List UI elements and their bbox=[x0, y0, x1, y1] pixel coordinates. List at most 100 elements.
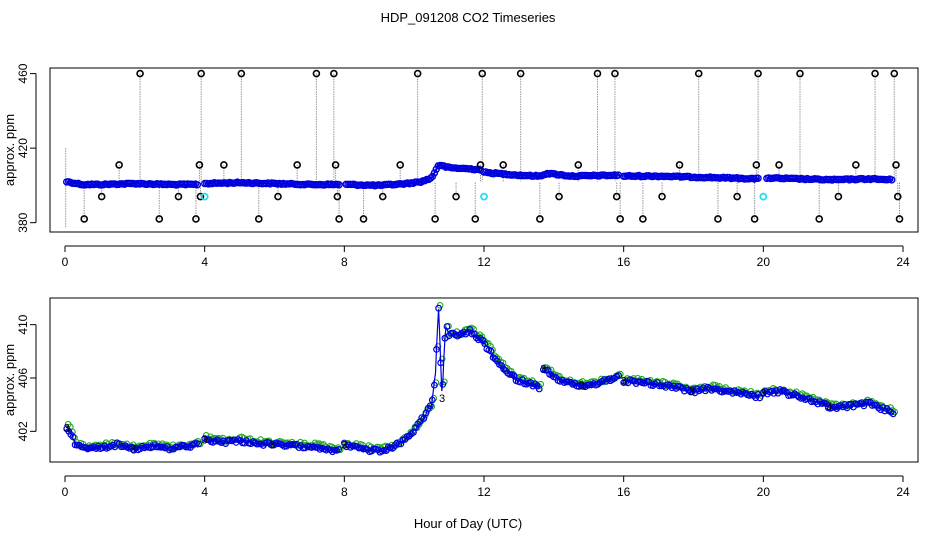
bottom-data-point bbox=[182, 443, 190, 451]
top-flagged-point bbox=[192, 215, 200, 223]
bottom-data-point bbox=[535, 385, 543, 393]
bottom-panel-axes: 0 4 8 12 16 20 24 402 406 410 bbox=[16, 314, 910, 499]
top-flagged-point bbox=[675, 161, 684, 169]
top-flagged-point bbox=[452, 192, 460, 201]
bottom-data-point bbox=[479, 336, 487, 344]
bottom-data-point bbox=[405, 432, 413, 440]
bottom-data-point bbox=[527, 379, 535, 386]
bottom-panel-data: 3 3 3 3 3 3 3 3 3 3 3 3 bbox=[63, 302, 899, 456]
bottom-y-tick-label: 402 bbox=[16, 421, 30, 441]
top-flagged-point bbox=[476, 161, 485, 169]
bottom-data-point bbox=[843, 404, 851, 412]
top-flagged-point bbox=[892, 161, 900, 169]
bottom-data-point bbox=[733, 389, 741, 397]
top-flagged-point bbox=[516, 69, 525, 78]
top-flagged-point bbox=[197, 69, 205, 78]
top-panel-data bbox=[62, 69, 904, 229]
top-flagged-point bbox=[330, 69, 338, 78]
top-flagged-point bbox=[115, 161, 123, 169]
bottom-data-point bbox=[812, 398, 820, 406]
top-x-tick-label: 0 bbox=[62, 255, 69, 269]
top-panel: 0 4 8 12 16 20 24 380 420 460 approx. ppm bbox=[2, 63, 919, 269]
bottom-marker-3: 3 bbox=[439, 393, 445, 405]
top-flagged-point bbox=[478, 69, 487, 78]
top-flagged-point bbox=[895, 215, 904, 223]
top-flagged-point bbox=[136, 69, 144, 78]
top-flagged-point bbox=[80, 215, 89, 223]
bottom-data-point bbox=[816, 398, 824, 406]
bottom-data-point bbox=[567, 378, 574, 386]
top-flagged-point bbox=[237, 69, 246, 78]
bottom-data-point bbox=[602, 377, 610, 385]
top-data-point bbox=[426, 174, 435, 182]
bottom-x-tick-label: 20 bbox=[757, 485, 771, 499]
bottom-series-line bbox=[343, 309, 540, 455]
top-flagged-point bbox=[155, 215, 164, 223]
bottom-data-point bbox=[335, 446, 343, 453]
bottom-x-tick-label: 12 bbox=[477, 485, 491, 499]
bottom-marker-3: 3 bbox=[269, 439, 275, 451]
top-x-tick-label: 20 bbox=[757, 255, 771, 269]
top-x-tick-label: 24 bbox=[896, 255, 910, 269]
top-flagged-point bbox=[658, 192, 666, 201]
top-x-tick-label: 12 bbox=[477, 255, 491, 269]
top-flagged-point bbox=[195, 161, 204, 169]
bottom-data-point bbox=[862, 398, 870, 406]
top-data-point bbox=[417, 178, 425, 187]
top-y-tick-label: 460 bbox=[16, 63, 30, 83]
bottom-marker-3: 3 bbox=[202, 434, 208, 446]
bottom-data-point bbox=[73, 441, 81, 449]
bottom-data-point bbox=[435, 304, 443, 312]
top-flagged-point bbox=[333, 192, 342, 201]
bottom-marker-3: 3 bbox=[760, 388, 766, 400]
top-flagged-point bbox=[815, 215, 824, 223]
bottom-panel-ylabel: approx. ppm bbox=[2, 344, 17, 416]
bottom-panel: 3 3 3 3 3 3 3 3 3 3 3 3 0 4 8 12 16 20 24 402 406 410 approx… bbox=[2, 297, 919, 499]
top-flagged-point bbox=[639, 215, 647, 223]
top-x-tick-label: 8 bbox=[341, 255, 348, 269]
bottom-data-point bbox=[487, 347, 495, 355]
top-flagged-point bbox=[834, 192, 843, 201]
bottom-series-blue: 3 3 3 3 3 3 3 3 3 3 3 3 bbox=[63, 304, 897, 456]
top-flagged-point bbox=[574, 161, 583, 169]
bottom-marker-3: 3 bbox=[621, 376, 627, 388]
bottom-data-point bbox=[658, 382, 665, 390]
bottom-data-point bbox=[756, 394, 764, 402]
bottom-data-point bbox=[460, 328, 468, 336]
bottom-data-point bbox=[668, 384, 676, 392]
bottom-data-point bbox=[437, 359, 445, 367]
top-flagged-point bbox=[196, 192, 205, 201]
top-flagged-point bbox=[714, 215, 722, 223]
bottom-data-point bbox=[364, 446, 371, 454]
top-flagged-point bbox=[871, 69, 879, 78]
top-data-point bbox=[888, 176, 896, 184]
bottom-data-point bbox=[841, 401, 849, 408]
bottom-data-point bbox=[255, 440, 263, 448]
bottom-marker-3: 3 bbox=[64, 422, 70, 434]
bottom-data-point bbox=[433, 346, 440, 353]
bottom-data-point bbox=[274, 440, 282, 448]
bottom-y-tick-label: 406 bbox=[16, 368, 30, 388]
top-flagged-point bbox=[220, 161, 228, 169]
top-flagged-point bbox=[536, 215, 544, 223]
top-flagged-point bbox=[331, 161, 340, 169]
figure-title: HDP_091208 CO2 Timeseries bbox=[381, 10, 556, 25]
top-spike-lines bbox=[65, 73, 901, 229]
bottom-data-point bbox=[531, 380, 539, 388]
bottom-data-point bbox=[428, 396, 436, 404]
top-panel-frame bbox=[49, 67, 919, 233]
bottom-data-point bbox=[431, 381, 438, 389]
bottom-data-point bbox=[879, 404, 887, 411]
bottom-data-point bbox=[178, 441, 186, 449]
bottom-data-point bbox=[447, 329, 455, 337]
top-flagged-point bbox=[335, 215, 343, 223]
top-y-tick-label: 380 bbox=[16, 212, 30, 232]
top-flagged-point bbox=[612, 192, 621, 201]
bottom-marker-3: 3 bbox=[579, 380, 585, 392]
top-x-tick-label: 16 bbox=[617, 255, 631, 269]
bottom-x-tick-label: 24 bbox=[896, 485, 910, 499]
top-flagged-point bbox=[396, 161, 405, 169]
top-flagged-points bbox=[80, 69, 904, 223]
bottom-data-point bbox=[615, 372, 623, 380]
bottom-marker-3: 3 bbox=[826, 401, 832, 413]
